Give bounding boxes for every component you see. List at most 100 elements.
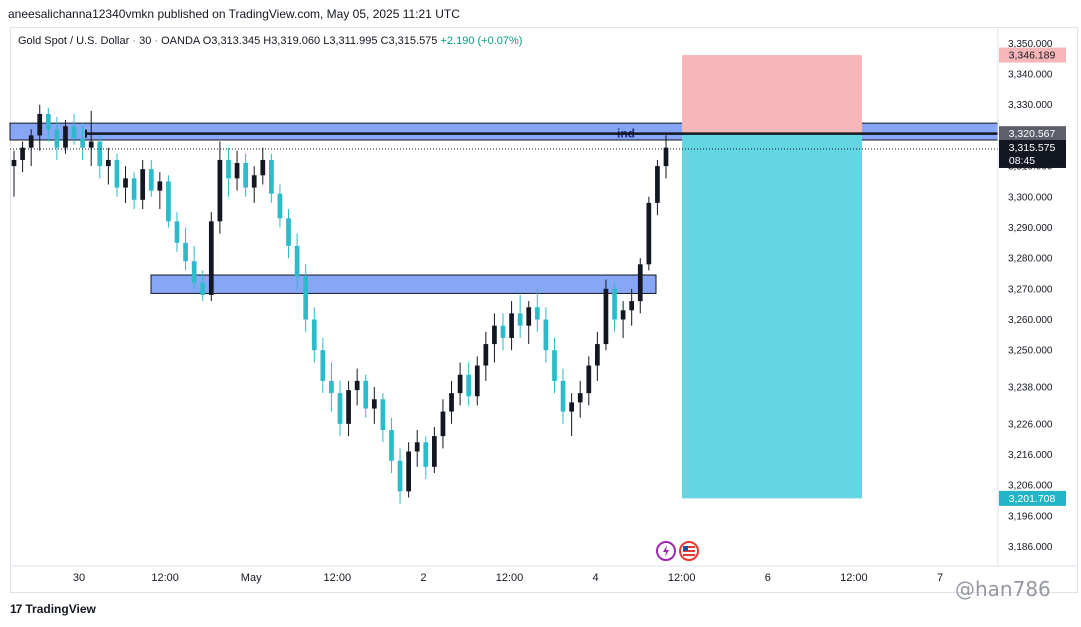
lightning-bolt-icon xyxy=(663,545,669,557)
bearish-candle xyxy=(329,362,334,412)
us-flag-stripe-icon xyxy=(683,548,695,550)
candle-body xyxy=(217,159,223,222)
candle-body xyxy=(123,178,128,188)
bearish-candle xyxy=(226,147,231,197)
bearish-candle xyxy=(423,436,429,480)
bullish-candle xyxy=(346,380,351,437)
bullish-candle xyxy=(106,147,111,185)
bullish-candle xyxy=(406,442,411,498)
chart-frame[interactable] xyxy=(10,27,1078,593)
bullish-candle xyxy=(620,301,626,338)
candle-body xyxy=(54,129,60,148)
candle-body xyxy=(637,264,643,302)
y-tick-label: 3,340.000 xyxy=(1008,70,1053,81)
bearish-candle xyxy=(286,209,291,259)
y-tick-label: 3,300.000 xyxy=(1008,192,1053,203)
bullish-candle xyxy=(432,426,437,473)
badge-background xyxy=(999,490,1066,506)
candle-body xyxy=(620,310,626,320)
bearish-candle xyxy=(54,116,60,160)
candle-body xyxy=(88,141,94,148)
candle-body xyxy=(303,276,309,320)
candle-body xyxy=(63,126,68,148)
candle-body xyxy=(543,319,549,351)
symbol-legend[interactable]: Gold Spot / U.S. Dollar · 30 · OANDA O3,… xyxy=(18,35,523,47)
bearish-candle xyxy=(183,227,188,271)
candle-body xyxy=(45,113,51,130)
candles-layer xyxy=(11,104,669,504)
candle-body xyxy=(157,181,163,191)
x-tick-label: 12:00 xyxy=(668,572,696,584)
candle-body xyxy=(71,126,77,139)
candle-body xyxy=(226,159,231,179)
bearish-candle xyxy=(303,264,309,332)
y-tick-label: 3,206.000 xyxy=(1008,481,1053,492)
x-tick-label: 4 xyxy=(593,572,599,584)
candle-body xyxy=(646,202,652,265)
candle-body xyxy=(526,307,532,326)
symbol-name: Gold Spot / U.S. Dollar xyxy=(18,35,130,47)
candle-body xyxy=(131,178,137,200)
candle-body xyxy=(457,374,463,394)
bearish-candle xyxy=(380,393,386,443)
candle-body xyxy=(114,159,120,188)
bearish-candle xyxy=(363,374,369,418)
us-flag-stripe-icon xyxy=(683,552,695,554)
bullish-candle xyxy=(260,147,266,185)
author-name[interactable]: aneesalichanna12340vmkn xyxy=(8,7,155,21)
candle-body xyxy=(106,159,111,167)
candle-body xyxy=(174,221,180,243)
candle-body xyxy=(329,380,334,394)
open-label: O xyxy=(202,35,212,47)
candle-body xyxy=(294,245,300,277)
bearish-candle xyxy=(45,107,51,142)
lines-layer xyxy=(10,129,998,150)
candle-body xyxy=(432,436,437,467)
candle-body xyxy=(552,350,557,381)
bearish-candle xyxy=(337,380,343,437)
bullish-candle xyxy=(663,135,669,179)
x-tick-label: 7 xyxy=(937,572,943,584)
bullish-candle xyxy=(526,301,532,345)
candle-body xyxy=(337,393,343,424)
candle-body xyxy=(380,399,386,430)
y-tick-label: 3,216.000 xyxy=(1008,450,1053,461)
symbol-interval: 30 xyxy=(139,35,152,47)
candle-body xyxy=(251,175,257,188)
bullish-candle xyxy=(595,331,600,381)
close-value: 3,315.575 xyxy=(388,35,438,47)
candle-body xyxy=(311,319,317,351)
x-tick-label: May xyxy=(241,572,262,584)
bearish-candle xyxy=(543,307,549,363)
position-layer xyxy=(682,55,862,499)
candle-body xyxy=(655,166,660,203)
symbol-exchange: OANDA xyxy=(161,35,200,47)
candle-body xyxy=(140,169,146,200)
bearish-candle xyxy=(166,175,171,228)
bullish-candle xyxy=(354,368,360,406)
take-profit-zone xyxy=(682,133,862,499)
bullish-candle xyxy=(492,313,497,363)
bullish-candle xyxy=(509,301,514,351)
bearish-candle xyxy=(311,307,317,363)
bullish-candle xyxy=(646,196,652,271)
bullish-candle xyxy=(586,356,592,406)
x-tick-label: 6 xyxy=(765,572,771,584)
bullish-candle xyxy=(88,110,94,167)
brand-name[interactable]: TradingView xyxy=(25,602,96,616)
axis-layer: 3,350.0003,340.0003,330.0003,310.0003,30… xyxy=(10,28,1078,584)
author-watermark: @han786 xyxy=(955,577,1051,601)
bearish-candle xyxy=(320,337,326,394)
bearish-candle xyxy=(200,270,206,302)
candle-body xyxy=(28,135,34,148)
tradingview-logo-icon[interactable]: 17 xyxy=(10,602,22,616)
candle-body xyxy=(466,374,472,397)
candle-body xyxy=(612,288,617,320)
lower-demand-zone xyxy=(150,274,657,294)
bearish-candle xyxy=(114,153,120,197)
candle-body xyxy=(449,393,454,412)
close-label: C xyxy=(380,35,389,47)
bullish-candle xyxy=(637,258,643,314)
bullish-candle xyxy=(208,212,214,302)
